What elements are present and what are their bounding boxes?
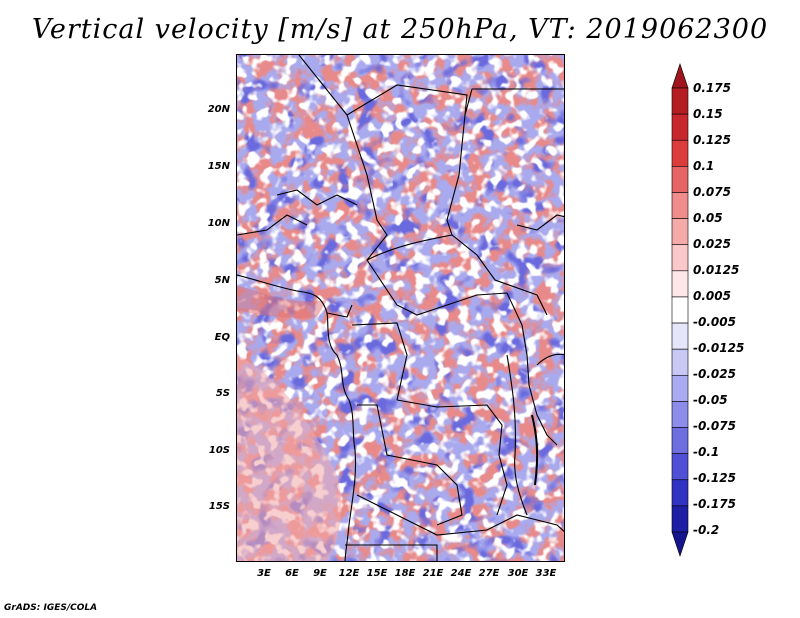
colorbar-segment (671, 218, 689, 246)
colorbar-label: 0.175 (693, 81, 731, 95)
colorbar-segment (671, 453, 689, 481)
lon-label-33e: 33E (535, 568, 557, 579)
colorbar-segment (671, 166, 689, 193)
colorbar-segment (671, 531, 689, 557)
colorbar-label: -0.05 (693, 393, 728, 407)
lon-label-24e: 24E (450, 568, 472, 579)
colorbar-label: 0.1 (693, 159, 715, 173)
colorbar-segment (671, 270, 689, 298)
colorbar-segment (671, 374, 689, 402)
colorbar-segment (671, 192, 689, 219)
colorbar-label: 0.025 (693, 237, 731, 251)
lat-label-10s: 10S (208, 445, 230, 456)
map-title: Vertical velocity [m/s] at 250hPa, VT: 2… (31, 14, 769, 45)
lon-label-21e: 21E (422, 568, 444, 579)
colorbar-segment (671, 139, 689, 167)
colorbar-label: -0.005 (693, 315, 736, 329)
colorbar-segment (671, 322, 689, 350)
lat-label-15s: 15S (208, 501, 230, 512)
lat-label-5s: 5S (215, 388, 230, 399)
lon-label-18e: 18E (394, 568, 416, 579)
colorbar-label: 0.0125 (693, 263, 740, 277)
lon-label-3e: 3E (257, 568, 271, 579)
lon-label-6e: 6E (285, 568, 299, 579)
colorbar-segment (671, 244, 689, 272)
colorbar-segment (671, 113, 689, 141)
colorbar-label: 0.005 (693, 289, 731, 303)
credit-text: GrADS: IGES/COLA (4, 603, 98, 613)
lat-label-10n: 10N (207, 218, 230, 229)
colorbar-label: -0.175 (693, 497, 736, 511)
lat-label-20n: 20N (207, 104, 230, 115)
colorbar-label: -0.2 (693, 523, 720, 537)
lon-label-30e: 30E (507, 568, 529, 579)
lon-label-9e: 9E (313, 568, 327, 579)
lat-label-5n: 5N (214, 275, 230, 286)
colorbar-segment (671, 348, 689, 376)
colorbar-label: 0.05 (693, 211, 723, 225)
lon-label-27e: 27E (478, 568, 500, 579)
colorbar-label: -0.0125 (693, 341, 745, 355)
colorbar-segment (671, 87, 689, 115)
lat-label-eq: EQ (214, 332, 230, 343)
lat-label-15n: 15N (207, 161, 230, 172)
colorbar-segment (671, 63, 689, 89)
colorbar-segment (671, 296, 689, 324)
colorbar (671, 63, 689, 557)
colorbar-label: -0.1 (693, 445, 720, 459)
colorbar-segment (671, 479, 689, 507)
colorbar-label: -0.125 (693, 471, 736, 485)
vertical-velocity-field (237, 55, 564, 561)
colorbar-label: -0.075 (693, 419, 736, 433)
colorbar-label: 0.15 (693, 107, 723, 121)
map-panel (236, 54, 565, 562)
colorbar-label: 0.125 (693, 133, 731, 147)
colorbar-segment (671, 505, 689, 533)
colorbar-segment (671, 427, 689, 454)
colorbar-label: 0.075 (693, 185, 731, 199)
lon-label-15e: 15E (366, 568, 388, 579)
lon-label-12e: 12E (338, 568, 360, 579)
colorbar-label: -0.025 (693, 367, 736, 381)
colorbar-segment (671, 401, 689, 428)
